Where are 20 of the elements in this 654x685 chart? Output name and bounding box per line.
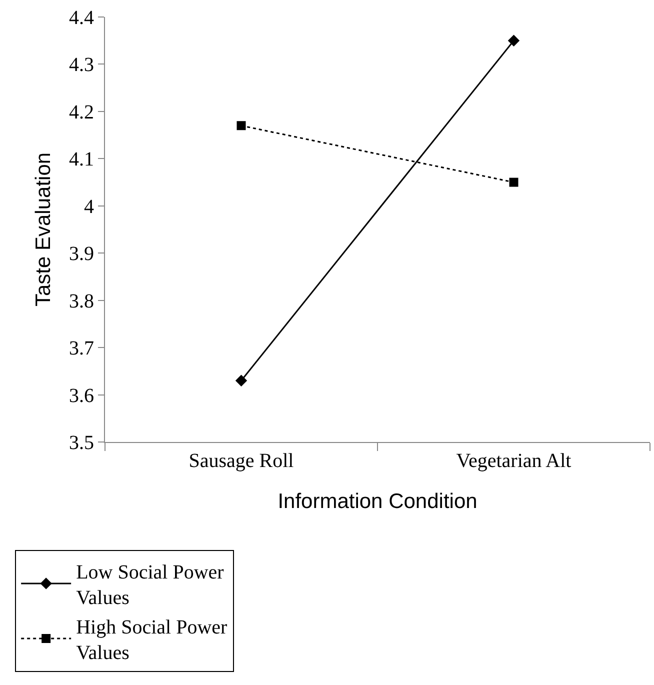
y-tick-label: 3.9 — [69, 243, 94, 266]
y-tick-label: 4 — [84, 196, 94, 218]
y-tick-label: 4.4 — [69, 7, 94, 29]
y-tick-label: 3.7 — [69, 338, 94, 360]
y-tick-label: 4.3 — [69, 54, 94, 76]
legend-label: High Social Power Values — [76, 616, 228, 664]
x-tick-label: Sausage Roll — [188, 450, 294, 472]
y-tick-label: 3.8 — [69, 290, 94, 312]
point — [236, 121, 246, 130]
point — [508, 34, 520, 46]
y-axis-title: Taste Evaluation — [32, 152, 56, 307]
x-tick-label: Vegetarian Alt — [456, 450, 572, 472]
y-tick-label: 4.1 — [69, 148, 94, 171]
y-tick-label: 3.6 — [69, 384, 94, 407]
legend-label: Low Social Power Values — [76, 561, 224, 610]
y-tick-label: 3.5 — [69, 432, 94, 454]
point — [235, 374, 248, 386]
y-tick-label: 4.2 — [69, 101, 94, 124]
x-axis-title: Information Condition — [278, 490, 478, 514]
point — [509, 178, 518, 187]
